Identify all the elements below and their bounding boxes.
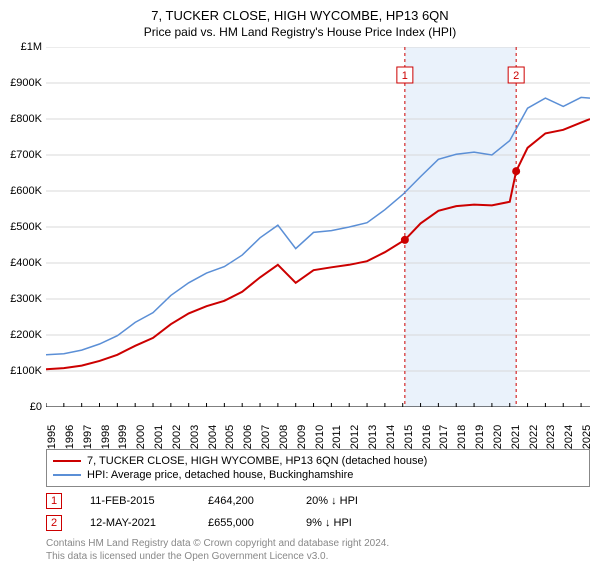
x-axis-label: 1996 (64, 425, 76, 449)
legend-label: 7, TUCKER CLOSE, HIGH WYCOMBE, HP13 6QN … (87, 455, 427, 467)
x-axis-label: 2016 (421, 425, 433, 449)
y-axis-label: £700K (10, 149, 46, 161)
chart-svg: 12 (46, 47, 590, 407)
event-price: £655,000 (208, 517, 278, 529)
x-axis-label: 2012 (349, 425, 361, 449)
legend-item: HPI: Average price, detached house, Buck… (53, 468, 583, 482)
x-axis-label: 2003 (189, 425, 201, 449)
x-axis-label: 2018 (456, 425, 468, 449)
y-axis-label: £0 (30, 401, 46, 413)
x-axis-label: 2020 (492, 425, 504, 449)
footer-line: Contains HM Land Registry data © Crown c… (46, 537, 590, 550)
y-axis-label: £600K (10, 185, 46, 197)
y-axis-label: £300K (10, 293, 46, 305)
footer-line: This data is licensed under the Open Gov… (46, 550, 590, 563)
x-axis-label: 2007 (260, 425, 272, 449)
x-axis-label: 1998 (100, 425, 112, 449)
x-axis-label: 2017 (438, 425, 450, 449)
y-axis-label: £400K (10, 257, 46, 269)
x-axis-label: 1997 (82, 425, 94, 449)
y-axis-label: £500K (10, 221, 46, 233)
x-axis-label: 2005 (224, 425, 236, 449)
x-axis-label: 2013 (367, 425, 379, 449)
chart-subtitle: Price paid vs. HM Land Registry's House … (0, 25, 600, 39)
x-axis-label: 2009 (296, 425, 308, 449)
x-axis-label: 2008 (278, 425, 290, 449)
event-table: 1 11-FEB-2015 £464,200 20% ↓ HPI 2 12-MAY-202… (46, 493, 590, 531)
y-axis-label: £100K (10, 365, 46, 377)
event-row: 2 12-MAY-2021 £655,000 9% ↓ HPI (46, 515, 590, 531)
x-axis-label: 2014 (385, 425, 397, 449)
chart-legend: 7, TUCKER CLOSE, HIGH WYCOMBE, HP13 6QN … (46, 449, 590, 487)
x-axis-label: 2021 (510, 425, 522, 449)
attribution-footer: Contains HM Land Registry data © Crown c… (46, 537, 590, 563)
legend-swatch (53, 460, 81, 462)
y-axis-label: £900K (10, 77, 46, 89)
x-axis-label: 1999 (117, 425, 129, 449)
x-axis-label: 2010 (314, 425, 326, 449)
chart-plot-area: 12 £0£100K£200K£300K£400K£500K£600K£700K… (46, 47, 590, 407)
x-axis-label: 1995 (46, 425, 58, 449)
x-axis-labels: 1995199619971998199920002001200220032004… (46, 407, 590, 445)
event-marker-box: 1 (46, 493, 62, 509)
event-date: 11-FEB-2015 (90, 495, 180, 507)
event-date: 12-MAY-2021 (90, 517, 180, 529)
event-price: £464,200 (208, 495, 278, 507)
chart-title: 7, TUCKER CLOSE, HIGH WYCOMBE, HP13 6QN (0, 8, 600, 23)
event-row: 1 11-FEB-2015 £464,200 20% ↓ HPI (46, 493, 590, 509)
legend-swatch (53, 474, 81, 476)
x-axis-label: 2011 (331, 425, 343, 449)
svg-text:1: 1 (402, 70, 408, 82)
y-axis-label: £200K (10, 329, 46, 341)
y-axis-label: £800K (10, 113, 46, 125)
x-axis-label: 2022 (528, 425, 540, 449)
x-axis-label: 2002 (171, 425, 183, 449)
x-axis-label: 2024 (563, 425, 575, 449)
x-axis-label: 2001 (153, 425, 165, 449)
x-axis-label: 2004 (207, 425, 219, 449)
x-axis-label: 2015 (403, 425, 415, 449)
svg-text:2: 2 (513, 70, 519, 82)
event-marker-box: 2 (46, 515, 62, 531)
x-axis-label: 2000 (135, 425, 147, 449)
event-pct: 9% ↓ HPI (306, 517, 352, 529)
x-axis-label: 2025 (581, 425, 593, 449)
legend-item: 7, TUCKER CLOSE, HIGH WYCOMBE, HP13 6QN … (53, 454, 583, 468)
event-pct: 20% ↓ HPI (306, 495, 358, 507)
y-axis-label: £1M (21, 41, 46, 53)
legend-label: HPI: Average price, detached house, Buck… (87, 469, 353, 481)
x-axis-label: 2006 (242, 425, 254, 449)
x-axis-label: 2019 (474, 425, 486, 449)
x-axis-label: 2023 (545, 425, 557, 449)
